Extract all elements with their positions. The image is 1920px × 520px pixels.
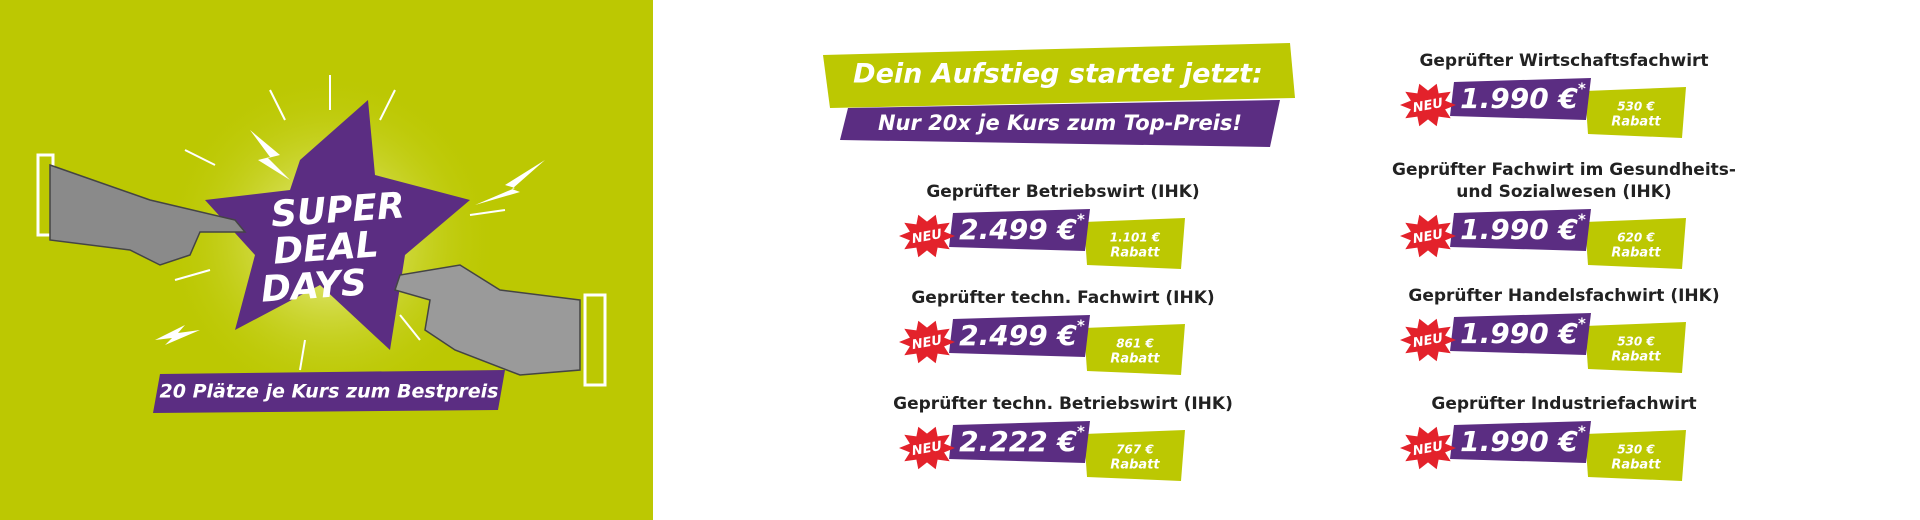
price-bg xyxy=(949,209,1090,251)
headline-bg xyxy=(823,43,1295,108)
discount: 530 € xyxy=(1617,335,1655,349)
hand-left xyxy=(36,153,247,266)
hand-right xyxy=(394,264,607,387)
discount: 1.101 € xyxy=(1110,231,1161,245)
bolts xyxy=(155,130,545,345)
price-bg xyxy=(1450,421,1591,463)
course-name: Geprüfter Betriebswirt (IHK) xyxy=(926,182,1199,202)
badge: NEU xyxy=(1412,96,1445,116)
price: 2.499 € xyxy=(959,213,1077,246)
discount-bg xyxy=(1084,324,1185,375)
discount-bg xyxy=(1585,322,1686,373)
price-bg xyxy=(949,421,1090,463)
price-asterisk: * xyxy=(1578,211,1586,229)
discount: 620 € xyxy=(1617,231,1655,245)
discount-bg xyxy=(1585,218,1686,269)
price-asterisk: * xyxy=(1077,211,1085,229)
course: Geprüfter Wirtschaftsfachwirt NEU 1.990 € *… xyxy=(1400,51,1709,138)
hero-title: DEAL xyxy=(272,224,380,272)
course: Geprüfter Fachwirt im Gesundheits-und So… xyxy=(1392,160,1736,269)
course-name: Geprüfter techn. Betriebswirt (IHK) xyxy=(893,394,1233,414)
badge: NEU xyxy=(911,439,944,459)
discount: 530 € xyxy=(1617,100,1655,114)
discount: 530 € xyxy=(1617,443,1655,457)
subheadline: Nur 20x je Kurs zum Top-Preis! xyxy=(878,111,1242,135)
price: 1.990 € xyxy=(1460,425,1578,458)
price-asterisk: * xyxy=(1578,315,1586,333)
badge-bg xyxy=(899,214,955,258)
price-asterisk: * xyxy=(1578,80,1586,98)
price-bg xyxy=(1450,78,1591,120)
hero-banner-bg xyxy=(153,370,505,413)
price: 1.990 € xyxy=(1460,317,1578,350)
headline: Dein Aufstieg startet jetzt: xyxy=(853,59,1263,90)
discount-label: Rabatt xyxy=(1611,350,1661,365)
badge-bg xyxy=(899,426,955,470)
rays xyxy=(174,75,506,371)
price-bg xyxy=(1450,313,1591,355)
discount: 861 € xyxy=(1116,337,1154,351)
price-bg xyxy=(949,315,1090,357)
discount-label: Rabatt xyxy=(1611,246,1661,261)
course: Geprüfter Industriefachwirt NEU 1.990 € * 53… xyxy=(1400,394,1697,481)
badge-bg xyxy=(1400,214,1456,258)
badge: NEU xyxy=(911,227,944,247)
price-asterisk: * xyxy=(1578,423,1586,441)
course: Geprüfter Betriebswirt (IHK) NEU 2.499 € * 1… xyxy=(899,182,1200,269)
price: 1.990 € xyxy=(1460,82,1578,115)
discount-label: Rabatt xyxy=(1110,352,1160,367)
subheadline-bg xyxy=(840,100,1280,147)
course-name: Geprüfter Wirtschaftsfachwirt xyxy=(1419,51,1708,71)
discount: 767 € xyxy=(1116,443,1154,457)
badge: NEU xyxy=(1412,439,1445,459)
price-bg xyxy=(1450,209,1591,251)
price: 1.990 € xyxy=(1460,213,1578,246)
course-name: Geprüfter Handelsfachwirt (IHK) xyxy=(1408,286,1719,306)
badge-bg xyxy=(1400,426,1456,470)
course: Geprüfter techn. Betriebswirt (IHK) NEU 2.… xyxy=(893,394,1233,481)
badge-bg xyxy=(1400,83,1456,127)
hero-title: DAYS xyxy=(260,262,368,310)
course-name: und Sozialwesen (IHK) xyxy=(1456,182,1671,202)
discount-label: Rabatt xyxy=(1611,458,1661,473)
hero-banner: 20 Plätze je Kurs zum Bestpreis xyxy=(160,381,499,403)
discount-bg xyxy=(1585,430,1686,481)
star xyxy=(205,100,470,350)
price: 2.499 € xyxy=(959,319,1077,352)
badge: NEU xyxy=(1412,331,1445,351)
badge: NEU xyxy=(1412,227,1445,247)
price-asterisk: * xyxy=(1077,317,1085,335)
badge-bg xyxy=(1400,318,1456,362)
discount-bg xyxy=(1084,430,1185,481)
price: 2.222 € xyxy=(959,425,1077,458)
discount-label: Rabatt xyxy=(1611,115,1661,130)
course-name: Geprüfter Fachwirt im Gesundheits- xyxy=(1392,160,1736,180)
course: Geprüfter Handelsfachwirt (IHK) NEU 1.990 … xyxy=(1400,286,1720,373)
discount-label: Rabatt xyxy=(1110,458,1160,473)
badge: NEU xyxy=(911,333,944,353)
hero-title: SUPER xyxy=(270,185,406,235)
course: Geprüfter techn. Fachwirt (IHK) NEU 2.499 … xyxy=(899,288,1215,375)
discount-bg xyxy=(1084,218,1185,269)
badge-bg xyxy=(899,320,955,364)
discount-bg xyxy=(1585,87,1686,138)
course-name: Geprüfter techn. Fachwirt (IHK) xyxy=(911,288,1214,308)
price-asterisk: * xyxy=(1077,423,1085,441)
discount-label: Rabatt xyxy=(1110,246,1160,261)
course-name: Geprüfter Industriefachwirt xyxy=(1431,394,1696,414)
